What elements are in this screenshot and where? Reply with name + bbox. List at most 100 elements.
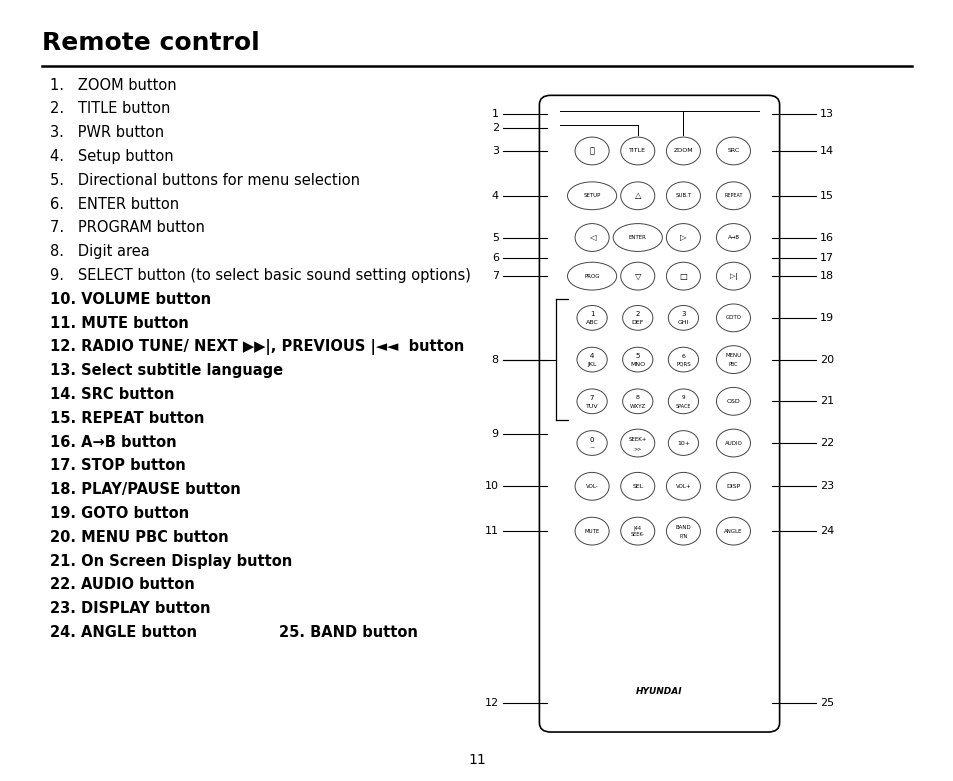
Circle shape (575, 137, 608, 165)
Text: PQRS: PQRS (676, 362, 690, 367)
Circle shape (666, 223, 700, 251)
Text: VOL-: VOL- (585, 483, 598, 489)
Text: ▽: ▽ (634, 272, 640, 280)
Text: |44
SEEK-: |44 SEEK- (630, 526, 644, 537)
Text: Remote control: Remote control (42, 31, 259, 55)
Circle shape (577, 389, 606, 414)
Text: 21. On Screen Display button: 21. On Screen Display button (50, 554, 292, 569)
Text: 15: 15 (820, 191, 834, 201)
Text: BAND: BAND (675, 525, 691, 530)
Text: 3: 3 (491, 146, 498, 156)
Text: HYUNDAI: HYUNDAI (636, 687, 682, 697)
Text: 14. SRC button: 14. SRC button (50, 387, 173, 402)
Text: ANGLE: ANGLE (723, 529, 742, 533)
Text: 3: 3 (680, 312, 685, 317)
Text: 7: 7 (589, 395, 594, 401)
Circle shape (716, 304, 750, 332)
Text: 16. A→B button: 16. A→B button (50, 434, 176, 450)
Text: 13: 13 (820, 109, 834, 119)
Text: 17. STOP button: 17. STOP button (50, 458, 185, 473)
Text: ENTER: ENTER (628, 235, 646, 240)
Text: 8.   Digit area: 8. Digit area (50, 244, 150, 259)
Text: 10+: 10+ (677, 440, 689, 445)
Text: ◁: ◁ (588, 233, 595, 242)
Text: GOTO: GOTO (724, 316, 740, 320)
Text: 22: 22 (820, 438, 834, 448)
Circle shape (666, 262, 700, 290)
Text: TUV: TUV (585, 404, 598, 408)
Circle shape (622, 348, 652, 372)
Text: MENU: MENU (724, 353, 740, 358)
Text: 15. REPEAT button: 15. REPEAT button (50, 411, 204, 426)
Circle shape (716, 346, 750, 373)
Text: MNO: MNO (630, 362, 644, 367)
Circle shape (620, 517, 654, 545)
Text: 5: 5 (635, 353, 639, 359)
Text: 24: 24 (820, 526, 834, 536)
Circle shape (716, 223, 750, 251)
Text: ⏻: ⏻ (589, 147, 594, 155)
Text: 8: 8 (635, 395, 639, 401)
Text: 2.   TITLE button: 2. TITLE button (50, 102, 170, 116)
Text: ▷: ▷ (679, 233, 686, 242)
Text: SUB.T: SUB.T (675, 193, 691, 198)
Circle shape (575, 517, 608, 545)
Circle shape (666, 473, 700, 500)
Text: 11. MUTE button: 11. MUTE button (50, 316, 188, 330)
Text: 2: 2 (635, 312, 639, 317)
Text: SPACE: SPACE (675, 404, 691, 408)
Text: 1.   ZOOM button: 1. ZOOM button (50, 77, 176, 93)
Text: 20. MENU PBC button: 20. MENU PBC button (50, 530, 228, 544)
Circle shape (668, 348, 698, 372)
Text: PBC: PBC (728, 362, 738, 367)
Text: 17: 17 (820, 252, 834, 262)
Text: 11: 11 (468, 753, 485, 767)
Text: ~: ~ (589, 445, 594, 450)
Text: 9: 9 (491, 429, 498, 439)
Circle shape (668, 305, 698, 330)
Text: MUTE: MUTE (584, 529, 599, 533)
Circle shape (666, 517, 700, 545)
Text: A→B: A→B (727, 235, 739, 240)
Text: 9.   SELECT button (to select basic sound setting options): 9. SELECT button (to select basic sound … (50, 268, 470, 283)
Circle shape (716, 387, 750, 415)
Text: AUDIO: AUDIO (723, 440, 741, 445)
Text: TITLE: TITLE (629, 148, 645, 154)
Circle shape (575, 223, 608, 251)
Text: 21: 21 (820, 396, 834, 406)
Text: 0: 0 (589, 437, 594, 443)
Text: 8: 8 (491, 355, 498, 365)
Text: 20: 20 (820, 355, 834, 365)
Text: SETUP: SETUP (583, 193, 600, 198)
Text: 2: 2 (491, 123, 498, 133)
Text: △: △ (634, 191, 640, 200)
Circle shape (668, 430, 698, 455)
Circle shape (620, 429, 654, 457)
Text: 3.   PWR button: 3. PWR button (50, 125, 164, 140)
Text: 4.   Setup button: 4. Setup button (50, 149, 173, 164)
Text: 23: 23 (820, 481, 834, 491)
Ellipse shape (567, 182, 616, 209)
Circle shape (577, 348, 606, 372)
Text: ▷|: ▷| (729, 273, 737, 280)
Text: DISP: DISP (725, 483, 740, 489)
Circle shape (577, 430, 606, 455)
Text: 4: 4 (589, 353, 594, 359)
Circle shape (620, 262, 654, 290)
Text: 18: 18 (820, 271, 834, 281)
Text: 7.   PROGRAM button: 7. PROGRAM button (50, 220, 204, 235)
Text: 12. RADIO TUNE/ NEXT ▶▶|, PREVIOUS |◄◄  button: 12. RADIO TUNE/ NEXT ▶▶|, PREVIOUS |◄◄ b… (50, 340, 463, 355)
Text: >>: >> (633, 446, 641, 451)
Circle shape (666, 137, 700, 165)
Circle shape (622, 305, 652, 330)
Text: 16: 16 (820, 233, 834, 243)
Text: 19: 19 (820, 313, 834, 323)
Text: 11: 11 (484, 526, 498, 536)
Circle shape (666, 182, 700, 209)
Circle shape (716, 429, 750, 457)
Text: 6: 6 (680, 354, 684, 358)
Text: GHI: GHI (677, 320, 688, 325)
Text: 10: 10 (484, 481, 498, 491)
Text: 5.   Directional buttons for menu selection: 5. Directional buttons for menu selectio… (50, 173, 359, 187)
Text: PROG: PROG (584, 273, 599, 279)
